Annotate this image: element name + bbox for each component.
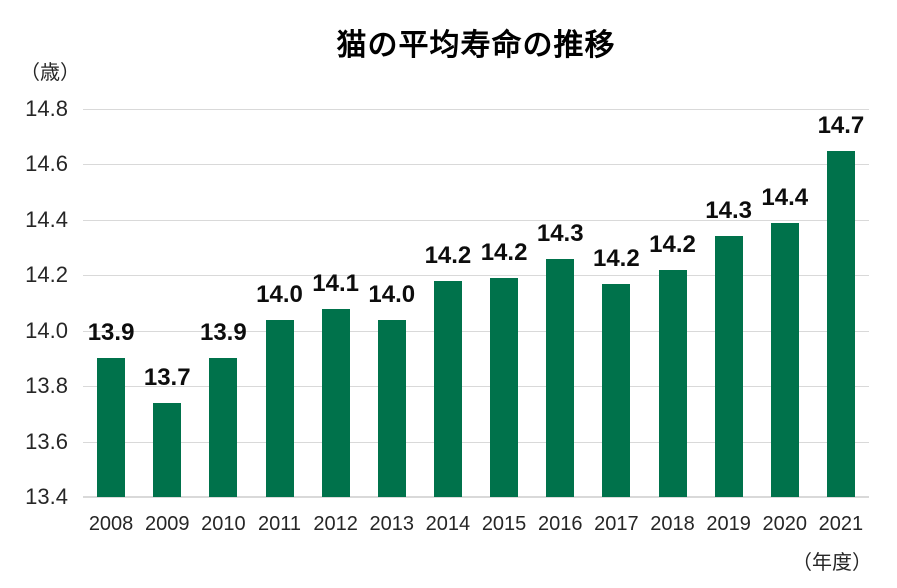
x-tick-label: 2014 (425, 513, 471, 535)
x-tick-label: 2016 (537, 513, 583, 535)
x-tick-label: 2009 (144, 513, 190, 535)
bar-2008 (97, 358, 126, 497)
x-tick-label: 2010 (201, 513, 246, 535)
x-tick-label: 2020 (762, 513, 808, 535)
x-tick-label: 2018 (650, 513, 695, 535)
chart-title: 猫の平均寿命の推移 (336, 29, 616, 62)
bar-value-label: 13.9 (87, 319, 135, 347)
bar-value-label: 14.0 (368, 280, 416, 308)
bar-2014 (433, 280, 462, 497)
bar-2021 (826, 150, 855, 497)
bar-value-label: 14.2 (424, 241, 472, 269)
y-tick-label: 14.6 (25, 151, 68, 177)
x-axis-unit-label: （年度） (792, 552, 872, 574)
x-tick-label: 2011 (257, 513, 301, 535)
bar-value-label: 14.2 (480, 239, 528, 267)
bar-value-label: 14.0 (256, 280, 303, 308)
bar-2013 (377, 319, 406, 497)
y-tick-label: 14.4 (25, 206, 68, 232)
bar-value-label: 14.3 (536, 219, 584, 247)
bar-value-label: 14.1 (312, 269, 359, 297)
y-tick-label: 14.2 (25, 262, 68, 288)
bar-2011 (265, 319, 294, 497)
y-tick-label: 13.8 (25, 373, 68, 399)
y-tick-label: 14.8 (25, 96, 68, 121)
bar-2017 (602, 283, 631, 497)
x-axis-line (83, 496, 869, 498)
x-tick-label: 2008 (88, 513, 134, 535)
y-axis-unit-label: （歳） (20, 62, 80, 84)
bar-value-label: 14.2 (592, 244, 640, 272)
gridline (83, 441, 869, 443)
x-tick-label: 2019 (706, 513, 751, 535)
y-tick-label: 14.0 (25, 317, 68, 343)
y-tick-label: 13.4 (25, 484, 68, 509)
bar-2012 (321, 308, 350, 497)
bar-2016 (546, 258, 575, 497)
gridline (83, 219, 869, 221)
x-tick-label: 2013 (369, 513, 415, 535)
bar-value-label: 14.7 (817, 111, 865, 139)
x-tick-label: 2017 (594, 513, 639, 535)
bar-value-label: 13.7 (143, 363, 191, 391)
gridline (83, 386, 869, 388)
bar-value-label: 13.9 (199, 319, 247, 347)
gridline (83, 164, 869, 166)
bar-2018 (658, 269, 687, 497)
bar-value-label: 14.2 (649, 230, 696, 258)
bar-2010 (209, 358, 238, 497)
gridline (83, 109, 869, 110)
gridline (83, 330, 869, 332)
bar-value-label: 14.3 (705, 197, 752, 225)
x-tick-label: 2012 (313, 513, 358, 535)
bar-2019 (714, 236, 743, 497)
bar-2009 (153, 402, 182, 497)
bar-value-label: 14.4 (761, 183, 809, 211)
y-tick-label: 13.6 (25, 428, 68, 454)
x-tick-label: 2015 (481, 513, 527, 535)
gridline (83, 275, 869, 277)
bar-2020 (770, 222, 799, 497)
bar-2015 (490, 278, 519, 497)
x-tick-label: 2021 (818, 513, 864, 535)
